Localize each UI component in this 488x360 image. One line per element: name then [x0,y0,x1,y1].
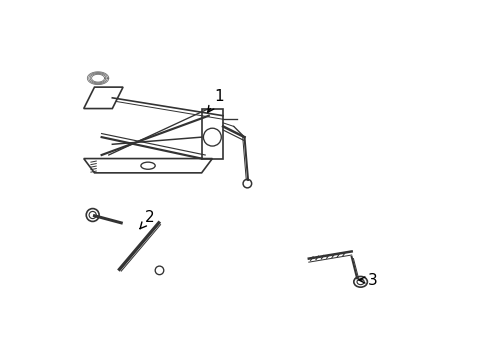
Text: 3: 3 [358,273,377,288]
Text: 2: 2 [140,210,154,229]
Text: 1: 1 [207,89,224,112]
